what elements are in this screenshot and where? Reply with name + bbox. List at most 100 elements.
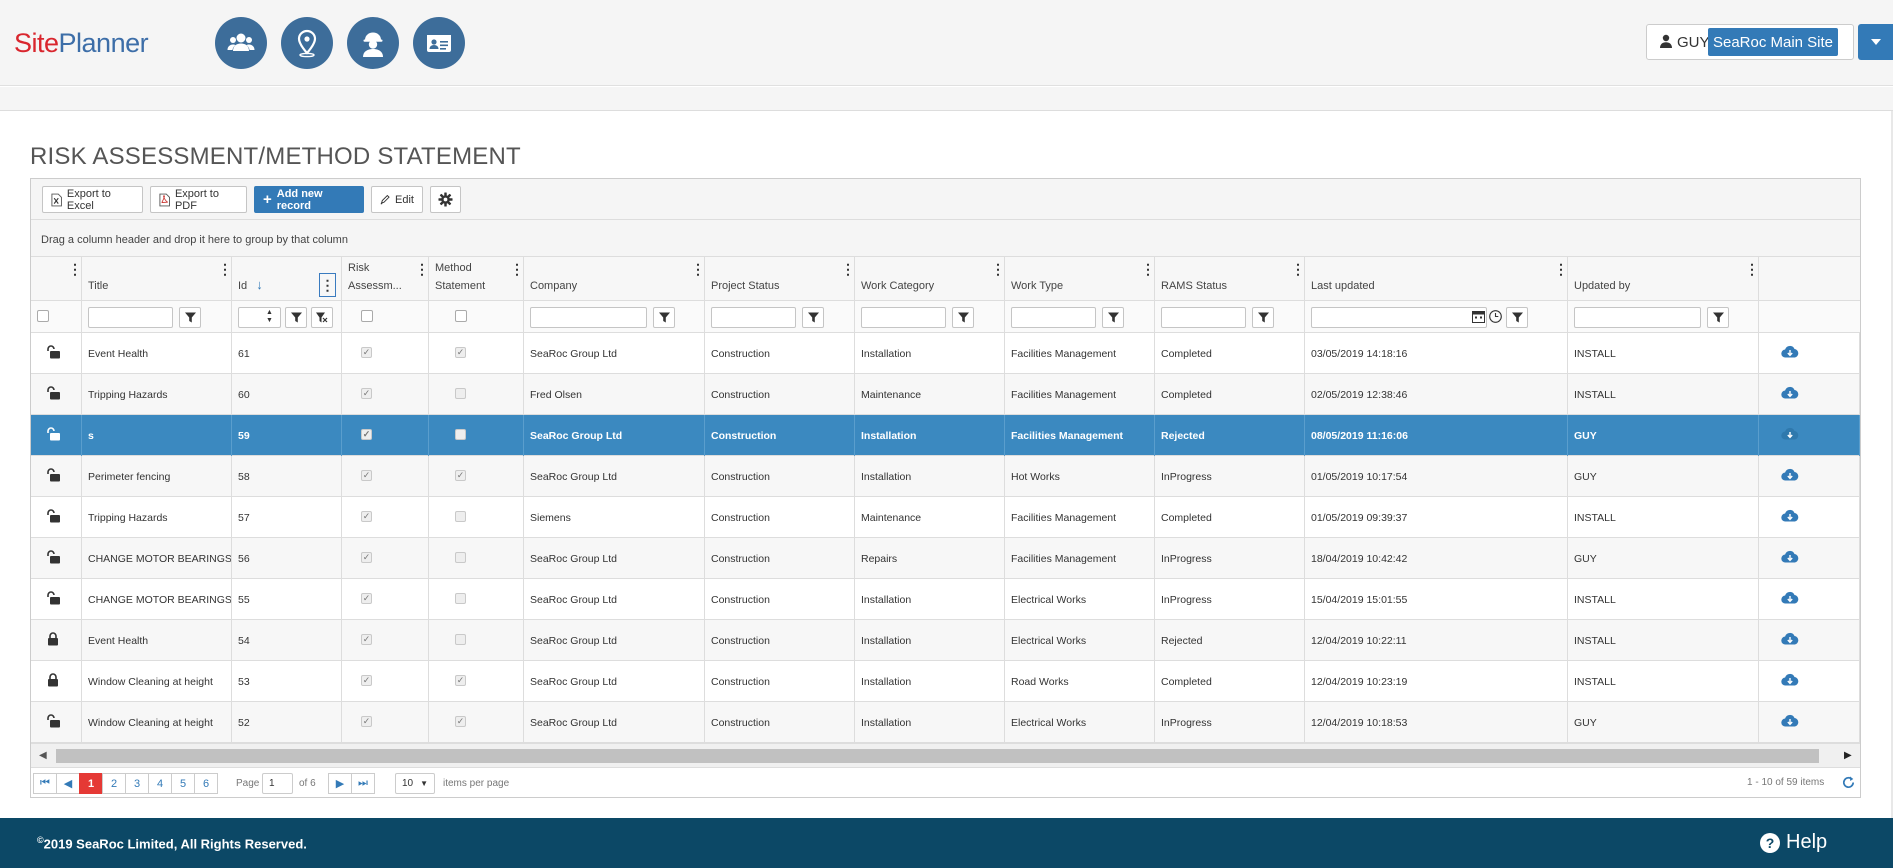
rams-status-filter-input[interactable] xyxy=(1161,307,1246,328)
page-size-select[interactable]: 10 ▼ xyxy=(395,773,435,794)
header-work-type[interactable]: Work Type ⋮ xyxy=(1005,257,1155,301)
title-filter-input[interactable] xyxy=(88,307,173,328)
method-filter-checkbox[interactable] xyxy=(455,310,467,322)
header-title[interactable]: Title ⋮ xyxy=(82,257,232,301)
column-menu-icon[interactable]: ⋮ xyxy=(991,261,1005,277)
updated-by-filter-input[interactable] xyxy=(1574,307,1701,328)
header-project-status[interactable]: Project Status ⋮ xyxy=(705,257,855,301)
unlock-icon[interactable] xyxy=(47,714,61,731)
edit-button[interactable]: Edit xyxy=(371,186,423,213)
column-menu-icon[interactable]: ⋮ xyxy=(1745,261,1759,277)
page-number-button[interactable]: 4 xyxy=(148,773,172,794)
lock-cell[interactable] xyxy=(31,702,82,743)
lock-cell[interactable] xyxy=(31,579,82,620)
company-filter-input[interactable] xyxy=(530,307,647,328)
cloud-download-icon[interactable] xyxy=(1781,591,1799,608)
siteplanner-logo[interactable]: SitePlanner xyxy=(14,28,149,59)
first-page-icon[interactable]: ⏮ xyxy=(33,773,57,794)
lock-cell[interactable] xyxy=(31,333,82,374)
clear-filter-icon[interactable] xyxy=(311,307,333,328)
column-menu-icon[interactable]: ⋮ xyxy=(510,261,524,277)
add-new-record-button[interactable]: + Add new record xyxy=(254,186,364,213)
cloud-download-icon[interactable] xyxy=(1781,427,1799,444)
site-dropdown-button[interactable] xyxy=(1858,24,1893,60)
location-pin-icon[interactable] xyxy=(281,17,333,69)
header-risk-assessment[interactable]: Risk Assessm... ⋮ xyxy=(342,257,429,301)
people-icon[interactable] xyxy=(215,17,267,69)
filter-icon[interactable] xyxy=(1102,307,1124,328)
work-type-filter-input[interactable] xyxy=(1011,307,1096,328)
lock-cell[interactable] xyxy=(31,661,82,702)
scrollbar-thumb[interactable] xyxy=(56,749,1819,763)
unlock-icon[interactable] xyxy=(47,509,61,526)
column-menu-icon[interactable]: ⋮ xyxy=(1141,261,1155,277)
next-page-icon[interactable]: ▶ xyxy=(328,773,352,794)
column-menu-icon[interactable]: ⋮ xyxy=(68,261,82,277)
scroll-right-icon[interactable]: ▶ xyxy=(1844,750,1852,761)
select-all-checkbox[interactable] xyxy=(37,310,49,322)
unlock-icon[interactable] xyxy=(47,345,61,362)
table-row[interactable]: CHANGE MOTOR BEARINGS 56 ✓ SeaRoc Group Ltd… xyxy=(31,538,1860,579)
lock-icon[interactable] xyxy=(47,632,59,649)
filter-icon[interactable] xyxy=(952,307,974,328)
cloud-download-icon[interactable] xyxy=(1781,550,1799,567)
previous-page-icon[interactable]: ◀ xyxy=(56,773,80,794)
numeric-spinner-icon[interactable]: ▲ ▼ xyxy=(266,309,273,324)
cloud-download-icon[interactable] xyxy=(1781,673,1799,690)
scroll-left-icon[interactable]: ◀ xyxy=(39,750,47,761)
id-filter-input[interactable] xyxy=(238,307,281,328)
column-menu-icon[interactable]: ⋮ xyxy=(415,261,429,277)
filter-icon[interactable] xyxy=(1707,307,1729,328)
table-row[interactable]: Event Health 54 ✓ SeaRoc Group Ltd Construct… xyxy=(31,620,1860,661)
table-row[interactable]: Tripping Hazards 57 ✓ Siemens Construction Ma… xyxy=(31,497,1860,538)
risk-filter-checkbox[interactable] xyxy=(361,310,373,322)
clock-icon[interactable] xyxy=(1489,310,1502,328)
column-menu-icon[interactable]: ⋮ xyxy=(319,273,336,297)
unlock-icon[interactable] xyxy=(47,386,61,403)
table-row[interactable]: Window Cleaning at height 52 ✓ ✓ SeaRoc Grou… xyxy=(31,702,1860,743)
unlock-icon[interactable] xyxy=(47,591,61,608)
lock-cell[interactable] xyxy=(31,538,82,579)
page-number-button[interactable]: 3 xyxy=(125,773,149,794)
table-row[interactable]: Event Health 61 ✓ ✓ SeaRoc Group Ltd Construc… xyxy=(31,333,1860,374)
page-number-button[interactable]: 5 xyxy=(171,773,195,794)
table-row[interactable]: Window Cleaning at height 53 ✓ ✓ SeaRoc Grou… xyxy=(31,661,1860,702)
lock-cell[interactable] xyxy=(31,456,82,497)
filter-icon[interactable] xyxy=(285,307,307,328)
filter-icon[interactable] xyxy=(1506,307,1528,328)
filter-icon[interactable] xyxy=(802,307,824,328)
column-menu-icon[interactable]: ⋮ xyxy=(1554,261,1568,277)
cloud-download-icon[interactable] xyxy=(1781,386,1799,403)
project-status-filter-input[interactable] xyxy=(711,307,796,328)
refresh-icon[interactable] xyxy=(1841,775,1856,793)
header-rams-status[interactable]: RAMS Status ⋮ xyxy=(1155,257,1305,301)
lock-cell[interactable] xyxy=(31,620,82,661)
page-number-button[interactable]: 6 xyxy=(194,773,218,794)
site-selector-button[interactable]: SeaRoc Main Site xyxy=(1708,28,1838,56)
worker-hardhat-icon[interactable] xyxy=(347,17,399,69)
horizontal-scrollbar[interactable]: ◀ ▶ xyxy=(31,743,1860,767)
lock-cell[interactable] xyxy=(31,374,82,415)
table-row[interactable]: CHANGE MOTOR BEARINGS 55 ✓ SeaRoc Group Ltd… xyxy=(31,579,1860,620)
lock-icon[interactable] xyxy=(47,673,59,690)
header-work-category[interactable]: Work Category ⋮ xyxy=(855,257,1005,301)
filter-icon[interactable] xyxy=(179,307,201,328)
help-link[interactable]: ? Help xyxy=(1760,831,1827,854)
unlock-icon[interactable] xyxy=(47,550,61,567)
filter-icon[interactable] xyxy=(1252,307,1274,328)
group-drop-area[interactable]: Drag a column header and drop it here to… xyxy=(31,220,1860,257)
lock-cell[interactable] xyxy=(31,415,82,456)
header-last-updated[interactable]: Last updated ⋮ xyxy=(1305,257,1568,301)
header-updated-by[interactable]: Updated by ⋮ xyxy=(1568,257,1759,301)
page-number-button[interactable]: 2 xyxy=(102,773,126,794)
header-method-statement[interactable]: Method Statement ⋮ xyxy=(429,257,524,301)
last-updated-filter-input[interactable] xyxy=(1311,307,1487,328)
cloud-download-icon[interactable] xyxy=(1781,714,1799,731)
lock-cell[interactable] xyxy=(31,497,82,538)
cloud-download-icon[interactable] xyxy=(1781,468,1799,485)
table-row[interactable]: Tripping Hazards 60 ✓ Fred Olsen Constructio… xyxy=(31,374,1860,415)
page-number-button[interactable]: 1 xyxy=(79,773,103,794)
user-site-switcher[interactable]: GUY SeaRoc Main Site xyxy=(1646,24,1854,60)
header-company[interactable]: Company ⋮ xyxy=(524,257,705,301)
unlock-icon[interactable] xyxy=(47,427,61,444)
